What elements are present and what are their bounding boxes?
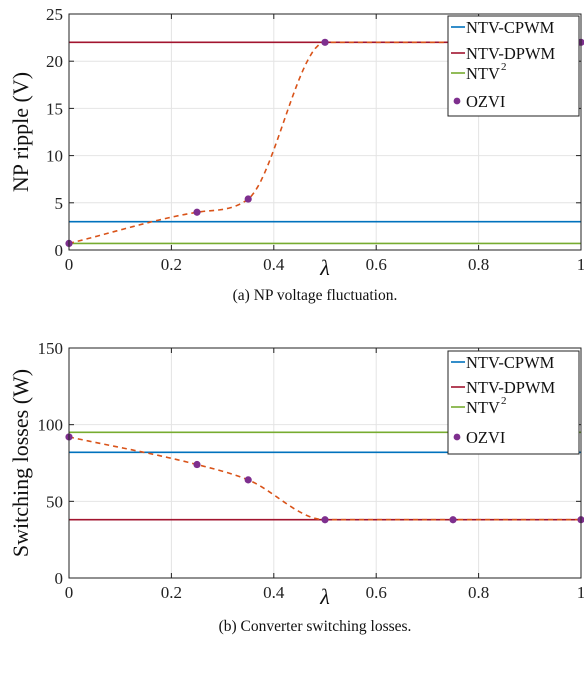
- y-tick-label: 100: [38, 416, 64, 435]
- data-point-ozvi: [321, 38, 329, 46]
- data-point-ozvi: [321, 516, 329, 524]
- chart-switching-losses: 0 0.2 0.4 0.6 0.8 1 0 50 100 150 λ Switching losses…: [8, 339, 584, 635]
- x-tick-label: 0.4: [263, 255, 285, 274]
- legend-label-ntv: NTV: [466, 64, 500, 83]
- legend-label-ozvi: OZVI: [466, 92, 505, 111]
- figure-caption: (b) Converter switching losses.: [219, 618, 412, 635]
- y-tick-label: 25: [46, 5, 63, 24]
- y-tick-label: 20: [46, 52, 63, 71]
- legend-box: [447, 350, 580, 455]
- legend-label-ntv-dpwm: NTV-DPWM: [466, 378, 556, 397]
- legend-label-ntv-dpwm: NTV-DPWM: [466, 44, 556, 63]
- legend-label-ntv-cpwm: NTV-CPWM: [466, 353, 555, 372]
- y-tick-label: 50: [46, 492, 63, 511]
- y-tick-label: 5: [55, 194, 64, 213]
- x-tick-label: 0.8: [468, 583, 489, 602]
- y-tick-label: 150: [38, 339, 64, 358]
- x-tick-label: 0: [65, 255, 74, 274]
- legend-label-superscript: 2: [501, 395, 507, 407]
- figure-caption: (a) NP voltage fluctuation.: [233, 287, 398, 304]
- legend-label-ntv-cpwm: NTV-CPWM: [466, 18, 555, 37]
- data-point-ozvi: [449, 516, 457, 524]
- x-tick-label: 0.8: [468, 255, 489, 274]
- x-tick-label: 0.2: [161, 255, 182, 274]
- legend-swatch-ozvi: [453, 433, 461, 441]
- y-tick-label: 0: [55, 241, 64, 260]
- y-tick-label: 10: [46, 147, 63, 166]
- x-tick-label: 0.2: [161, 583, 182, 602]
- x-tick-label: 0.6: [366, 255, 387, 274]
- legend-box: [447, 15, 580, 117]
- x-tick-label: 1: [577, 583, 584, 602]
- legend-label-ntv: NTV: [466, 398, 500, 417]
- axes-frame: [68, 13, 582, 251]
- x-tick-label: 0: [65, 583, 74, 602]
- y-tick-label: 15: [46, 99, 63, 118]
- data-point-ozvi: [193, 460, 201, 469]
- data-point-ozvi: [193, 208, 201, 216]
- data-point-ozvi: [244, 476, 252, 484]
- y-axis-label: Switching losses (W): [8, 369, 33, 557]
- x-tick-label: 0.6: [366, 583, 387, 602]
- data-point-ozvi: [244, 195, 252, 203]
- x-tick-label: 1: [577, 255, 584, 274]
- legend-swatch-ozvi: [453, 97, 461, 105]
- x-tick-label: 0.4: [263, 583, 285, 602]
- y-axis-label: NP ripple (V): [8, 72, 33, 192]
- legend-label-ozvi: OZVI: [466, 428, 505, 447]
- x-axis-label: λ: [319, 255, 330, 280]
- axes-frame: [68, 347, 582, 579]
- legend-label-superscript: 2: [501, 61, 507, 73]
- x-axis-label: λ: [319, 584, 330, 609]
- y-tick-label: 0: [55, 569, 64, 588]
